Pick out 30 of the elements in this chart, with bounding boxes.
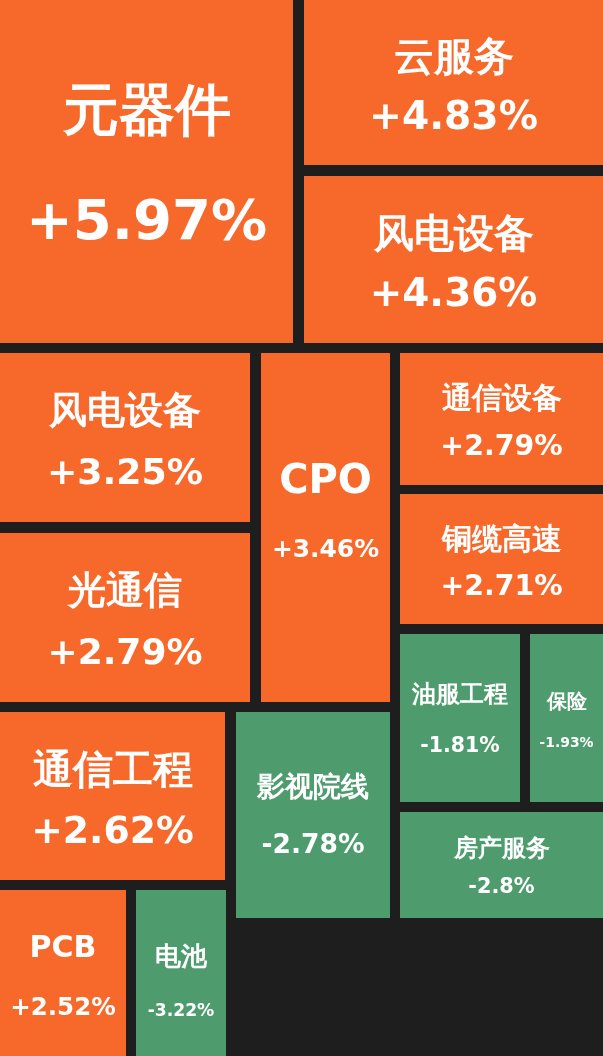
category-label: PCB [29, 928, 97, 964]
data-label: +4.36% [369, 270, 538, 316]
data-label: +4.83% [369, 93, 538, 138]
category-label: 油服工程 [411, 680, 508, 709]
data-label: +3.25% [46, 449, 204, 493]
category-label: 通信设备 [441, 380, 562, 416]
data-label: +2.52% [10, 991, 116, 1021]
category-label: CPO [279, 455, 372, 502]
data-label: -2.78% [261, 828, 365, 860]
category-label: 电池 [155, 941, 208, 972]
category-label: 风电设备 [372, 209, 534, 256]
category-label: 铜缆高速 [440, 520, 562, 556]
data-label: -1.93% [539, 733, 594, 750]
category-label: 光通信 [66, 568, 182, 613]
category-label: 保险 [545, 689, 588, 714]
data-label: +3.46% [271, 533, 380, 563]
data-label: +2.62% [31, 807, 194, 852]
data-label: -2.8% [468, 874, 535, 899]
category-label: 影视院线 [256, 769, 369, 803]
category-label: 房产服务 [452, 834, 550, 863]
data-label: -3.22% [147, 999, 215, 1020]
data-label: +2.79% [47, 630, 203, 672]
data-label: +2.79% [440, 428, 563, 462]
data-label: +2.71% [440, 568, 563, 602]
data-label: +5.97% [25, 187, 268, 253]
category-label: 元器件 [61, 77, 231, 143]
category-label: 风电设备 [48, 388, 201, 433]
category-label: 云服务 [393, 33, 514, 80]
data-label: -1.81% [420, 732, 500, 757]
category-label: 通信工程 [32, 746, 193, 793]
